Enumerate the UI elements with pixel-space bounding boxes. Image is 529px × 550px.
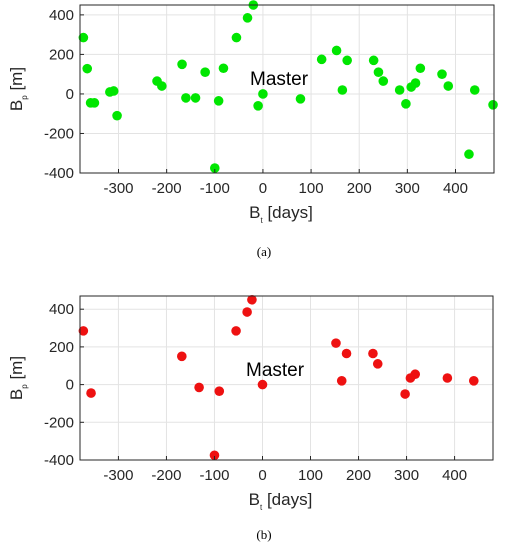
x-axis-label-a: Bt [days] — [249, 203, 313, 225]
data-point-b — [336, 376, 347, 386]
data-point-a — [213, 96, 224, 106]
data-point-b — [400, 389, 410, 399]
x-tick-label-b: -200 — [151, 467, 181, 484]
data-point-b — [86, 388, 96, 398]
data-point-a — [108, 86, 119, 96]
data-point-a — [181, 93, 191, 103]
data-point-a — [209, 163, 220, 173]
y-tick-label-b: 200 — [49, 339, 74, 356]
y-tick-label-b: -400 — [44, 452, 74, 469]
data-point-a — [200, 67, 210, 77]
y-tick-label-a: -400 — [44, 165, 74, 182]
data-point-a — [437, 69, 447, 79]
data-point-b — [372, 359, 383, 369]
x-tick-label-a: 300 — [395, 180, 420, 197]
data-point-a — [231, 32, 242, 43]
plot-area-b — [80, 296, 493, 460]
data-point-b — [341, 348, 352, 359]
x-tick-label-a: 100 — [299, 180, 324, 197]
x-tick-label-a: -300 — [103, 180, 133, 197]
data-point-a — [331, 45, 342, 56]
data-point-a — [337, 85, 348, 95]
data-point-a — [368, 55, 379, 66]
data-point-a — [415, 63, 426, 74]
data-point-a — [253, 101, 263, 111]
y-axis-label-a: Bp [m] — [7, 67, 29, 111]
data-point-a — [157, 81, 167, 91]
data-point-a — [218, 63, 229, 74]
data-point-a — [410, 78, 421, 88]
master-annotation-b: Master — [246, 360, 305, 381]
data-point-b — [231, 326, 241, 336]
x-tick-label-b: 200 — [346, 467, 371, 484]
data-point-a — [190, 93, 201, 103]
plot-area-a — [80, 5, 494, 173]
x-tick-label-b: -300 — [103, 467, 133, 484]
panel-b: -300 -200 -100 0 100 200 300 400 -400 -200 0 200 400… — [7, 294, 494, 542]
axes-box-b — [79, 295, 494, 461]
data-point-a — [258, 89, 268, 99]
x-tick-label-b: -100 — [199, 467, 229, 484]
data-point-a — [316, 54, 327, 65]
data-point-a — [378, 76, 389, 86]
data-point-b — [468, 376, 479, 386]
data-point-a — [89, 98, 100, 108]
y-tick-label-b: 400 — [49, 301, 74, 318]
y-tick-label-b: -200 — [44, 414, 74, 431]
data-point-b — [442, 373, 453, 383]
x-tick-label-b: 0 — [258, 467, 266, 484]
data-point-b — [177, 351, 187, 362]
data-point-a — [177, 59, 187, 70]
data-point-a — [401, 99, 411, 109]
x-axis-label-b: Bt [days] — [249, 490, 313, 512]
x-tick-label-a: -100 — [200, 180, 230, 197]
y-tick-label-a: 200 — [49, 46, 74, 63]
data-point-a — [82, 63, 93, 74]
data-point-a — [112, 110, 122, 121]
panel-a: -300 -200 -100 0 100 200 300 400 -400 -200 0 200 400… — [7, 0, 498, 259]
data-point-b — [247, 294, 257, 305]
data-point-a — [464, 149, 474, 160]
x-tick-label-b: 300 — [394, 467, 419, 484]
data-point-a — [242, 13, 253, 23]
y-tick-label-a: 0 — [66, 86, 74, 103]
data-point-b — [242, 307, 252, 317]
data-point-a — [469, 85, 480, 95]
x-tick-label-b: 100 — [298, 467, 323, 484]
data-point-b — [209, 450, 220, 461]
x-tick-label-a: 200 — [347, 180, 372, 197]
data-point-a — [342, 55, 352, 66]
data-point-a — [394, 85, 405, 95]
x-tick-label-a: -200 — [152, 180, 182, 197]
data-point-a — [78, 32, 89, 43]
data-point-b — [214, 386, 225, 396]
data-point-b — [331, 338, 341, 348]
y-tick-label-a: -200 — [44, 125, 74, 142]
y-tick-label-b: 0 — [66, 377, 74, 394]
master-annotation-a: Master — [250, 69, 309, 90]
data-point-a — [488, 100, 498, 110]
data-point-b — [78, 326, 89, 336]
data-point-b — [194, 382, 204, 393]
y-tick-label-a: 400 — [49, 7, 74, 24]
axes-box-a — [79, 4, 495, 174]
caption-a: (a) — [257, 244, 271, 259]
data-point-b — [257, 379, 268, 390]
data-point-a — [373, 67, 384, 77]
y-axis-label-b: Bp [m] — [7, 356, 29, 400]
data-point-b — [410, 369, 421, 380]
x-tick-label-a: 0 — [259, 180, 267, 197]
data-point-a — [295, 94, 306, 104]
caption-b: (b) — [256, 527, 271, 542]
x-tick-label-b: 400 — [442, 467, 467, 484]
data-point-b — [368, 348, 378, 359]
data-point-a — [443, 81, 454, 91]
x-tick-label-a: 400 — [443, 180, 468, 197]
